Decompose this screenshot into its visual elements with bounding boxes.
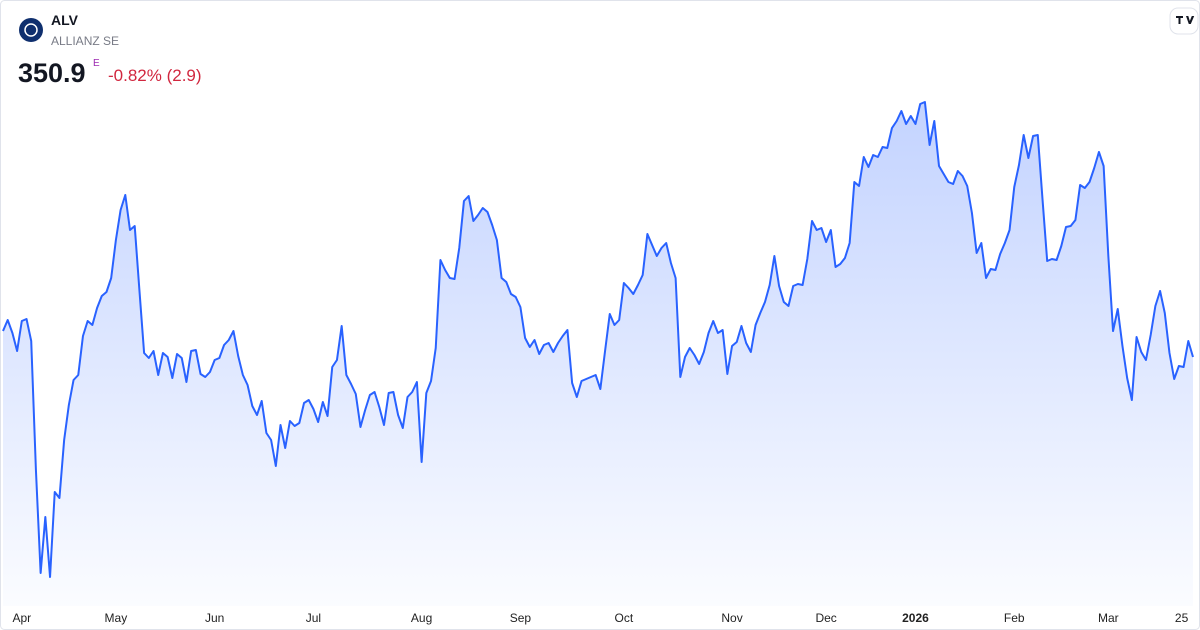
brand-logo[interactable]	[1176, 16, 1195, 24]
x-tick-label: Jun	[205, 611, 224, 625]
x-axis: Apr May Jun Jul Aug Sep Oct Nov Dec 2026 Feb Mar 25	[12, 611, 1189, 625]
x-tick-label: 25	[1175, 611, 1189, 625]
x-tick-label: Dec	[815, 611, 836, 625]
x-tick-label: Nov	[721, 611, 742, 625]
price-change: -0.82% (2.9)	[108, 66, 202, 85]
x-tick-label: Jul	[306, 611, 321, 625]
brand-button[interactable]	[1169, 7, 1199, 35]
brand-box[interactable]	[1169, 7, 1199, 35]
x-tick-label: Mar	[1098, 611, 1119, 625]
plot-area	[2, 101, 1194, 606]
x-tick-label: Sep	[510, 611, 532, 625]
x-tick-label: Aug	[411, 611, 432, 625]
symbol: ALV	[51, 12, 79, 28]
company-name: ALLIANZ SE	[51, 34, 119, 48]
price-flag: E	[93, 58, 100, 69]
logo-mark	[24, 23, 38, 37]
logo	[19, 18, 43, 42]
last-price: 350.9	[18, 58, 86, 88]
x-tick-label: May	[105, 611, 128, 625]
x-tick-label: Apr	[12, 611, 31, 625]
price-line	[2, 101, 1194, 578]
x-tick-label: Oct	[615, 611, 634, 625]
area-fill	[3, 102, 1193, 606]
x-tick-label: Feb	[1004, 611, 1025, 625]
x-tick-label: 2026	[902, 611, 929, 625]
